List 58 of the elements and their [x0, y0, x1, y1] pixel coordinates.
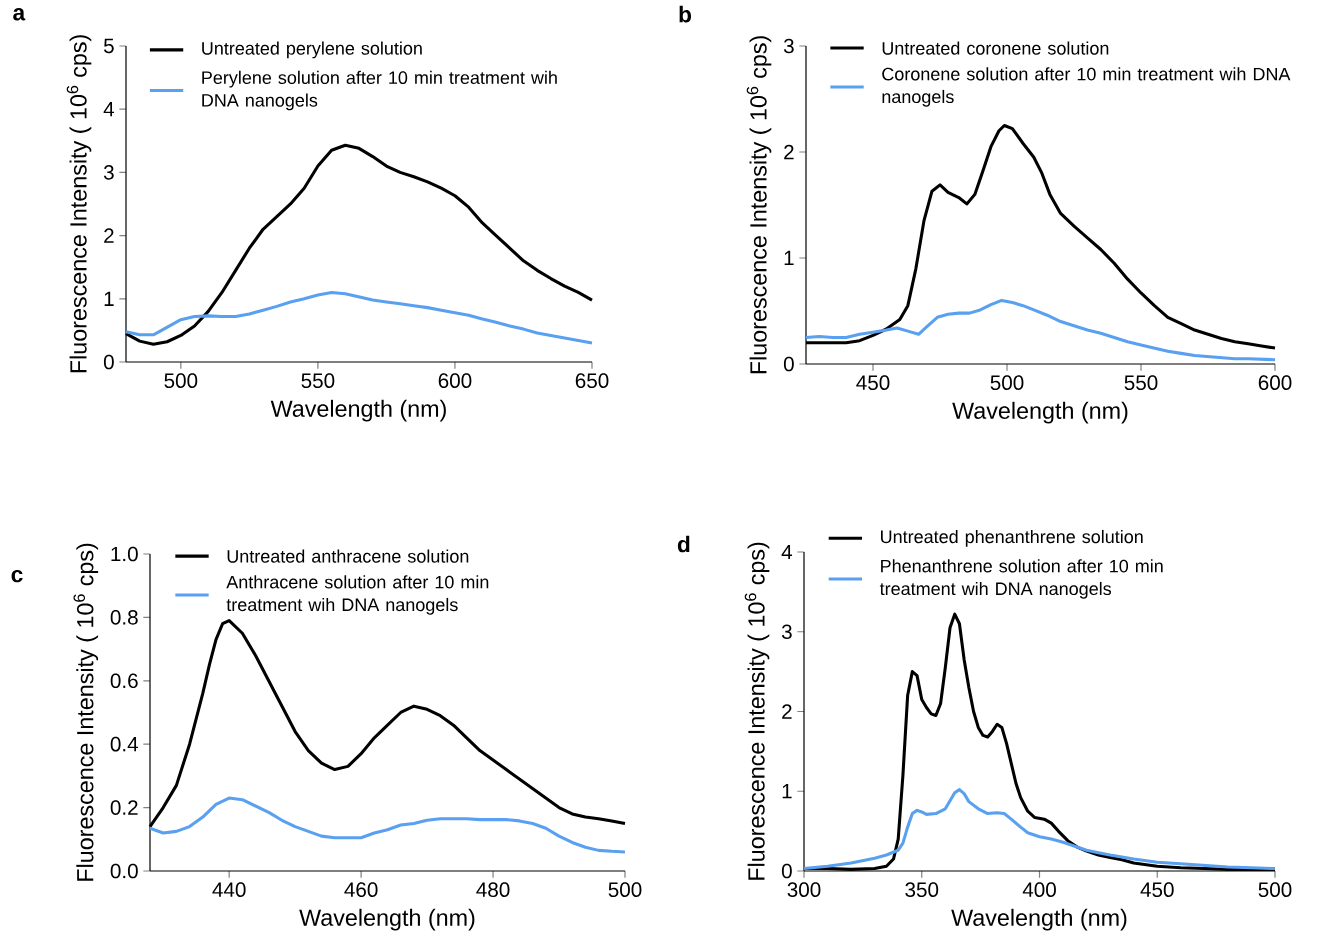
x-tick-label: 600 — [438, 373, 472, 388]
x-tick-label: 350 — [905, 882, 939, 897]
y-tick-label: 3 — [783, 38, 794, 54]
y-tick-label: 0 — [103, 354, 114, 370]
x-axis-title: Wavelength (nm) — [299, 908, 475, 931]
x-tick-label: 440 — [212, 882, 246, 897]
legend-label: Untreated anthracene solution — [227, 549, 469, 563]
legend-label: Untreated coronene solution — [882, 41, 1109, 55]
x-axis-title: Wavelength (nm) — [951, 908, 1127, 931]
y-tick-label: 0 — [783, 356, 794, 372]
chart-title: b — [679, 5, 692, 23]
x-tick-label: 500 — [164, 373, 198, 388]
legend-label: Anthracene solution after 10 min treatment wih DNA nanogels — [226, 575, 489, 615]
y-tick-label: 4 — [781, 544, 793, 560]
x-tick-label: 460 — [344, 882, 378, 897]
x-axis-title: Wavelength (nm) — [952, 401, 1128, 424]
legend-label: Phenanthrene solution after 10 min treatment wih DNA nanogels — [879, 559, 1163, 599]
chart-title: c — [11, 569, 23, 583]
x-tick-label: 450 — [1140, 882, 1174, 897]
x-tick-label: 550 — [1124, 375, 1158, 390]
y-axis-title: Fluorescence Intensity ( 10$^{6}$ cps) — [73, 543, 99, 881]
y-tick-label: 0.4 — [110, 736, 139, 752]
x-tick-label: 300 — [787, 882, 821, 897]
legend-label: Untreated phenanthrene solution — [881, 529, 1143, 547]
x-tick-label: 650 — [575, 373, 609, 388]
legend-label: Perylene solution after 10 min treatment wih DNA nanogels — [202, 70, 557, 111]
y-tick-label: 1 — [782, 784, 792, 799]
x-tick-label: 500 — [990, 375, 1024, 390]
x-tick-label: 500 — [608, 882, 642, 897]
y-tick-label: 0.0 — [110, 863, 138, 879]
y-tick-label: 1 — [104, 291, 114, 306]
y-tick-label: 2 — [784, 144, 794, 160]
y-tick-label: 3 — [103, 165, 114, 180]
y-axis-title: Fluorescence Intensity ( 10$^{6}$ cps) — [746, 36, 772, 374]
y-tick-label: 0.6 — [110, 673, 138, 689]
x-tick-label: 600 — [1258, 375, 1292, 390]
y-tick-label: 1 — [784, 250, 794, 266]
y-tick-label: 1.0 — [111, 546, 138, 562]
x-tick-label: 550 — [301, 373, 335, 388]
x-tick-label: 400 — [1022, 882, 1056, 897]
y-axis-title: Fluorescence Intensity ( 10$^{6}$ cps) — [66, 35, 92, 373]
y-tick-label: 4 — [103, 102, 115, 117]
x-tick-label: 480 — [476, 882, 510, 897]
chart-title: a — [13, 8, 26, 21]
y-tick-label: 0.8 — [110, 610, 138, 625]
y-tick-label: 0.2 — [110, 800, 138, 815]
y-tick-label: 5 — [103, 38, 114, 54]
x-tick-label: 500 — [1258, 882, 1292, 897]
y-tick-label: 2 — [104, 228, 114, 243]
chart-title: d — [677, 535, 690, 553]
x-tick-label: 450 — [856, 375, 890, 390]
legend-label: Untreated perylene solution — [202, 41, 422, 59]
y-axis-title: Fluorescence Intensity ( 10$^{6}$ cps) — [744, 542, 770, 880]
x-axis-title: Wavelength (nm) — [270, 399, 446, 422]
y-tick-label: 0 — [781, 863, 792, 879]
y-tick-label: 3 — [781, 624, 792, 640]
legend-label: Coronene solution after 10 min treatment wih DNA nanogels — [882, 67, 1291, 107]
y-tick-label: 2 — [782, 704, 792, 719]
